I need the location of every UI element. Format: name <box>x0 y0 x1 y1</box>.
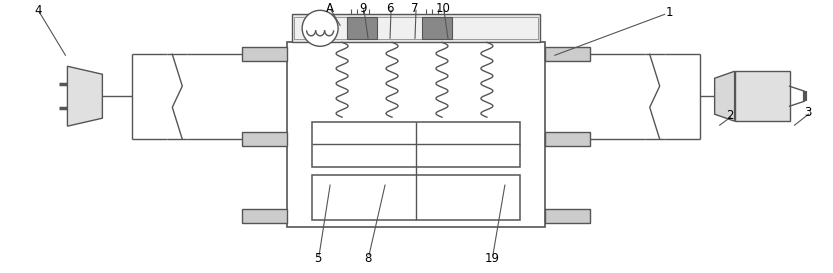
Bar <box>422 17 452 39</box>
Bar <box>292 14 540 42</box>
Text: A: A <box>326 2 334 15</box>
Bar <box>287 42 545 227</box>
Text: 8: 8 <box>364 251 372 265</box>
Polygon shape <box>715 71 735 121</box>
Bar <box>312 122 520 167</box>
Text: 5: 5 <box>314 251 322 265</box>
Bar <box>242 47 287 61</box>
Text: 9: 9 <box>359 2 367 15</box>
Text: 4: 4 <box>35 4 42 17</box>
Bar <box>242 132 287 146</box>
Bar <box>242 209 287 223</box>
Bar <box>735 71 790 121</box>
Bar <box>545 209 590 223</box>
Text: 19: 19 <box>485 251 500 265</box>
Text: 10: 10 <box>436 2 451 15</box>
Text: 2: 2 <box>726 109 733 122</box>
Bar <box>312 175 520 220</box>
Text: 7: 7 <box>412 2 419 15</box>
Bar <box>545 47 590 61</box>
Text: 3: 3 <box>804 106 811 119</box>
Bar <box>294 17 538 39</box>
Text: 1: 1 <box>666 6 673 19</box>
Bar <box>347 17 377 39</box>
Bar <box>545 132 590 146</box>
Text: 6: 6 <box>387 2 394 15</box>
Circle shape <box>302 10 338 46</box>
Polygon shape <box>67 66 102 126</box>
